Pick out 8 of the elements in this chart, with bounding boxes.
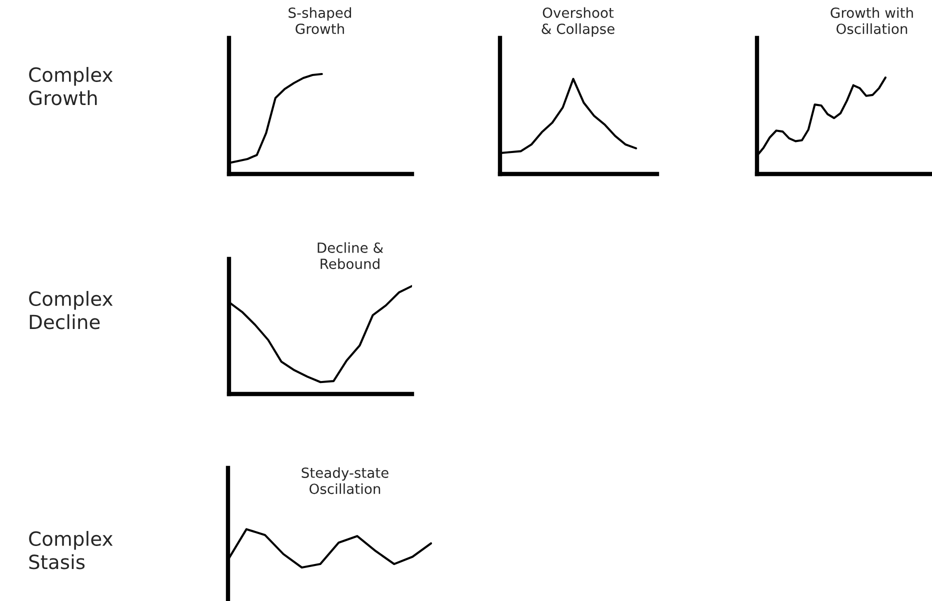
chart-title: Growth with Oscillation <box>830 7 913 34</box>
chart-title: S-shaped Growth <box>288 7 352 34</box>
text: Complex Stasis <box>29 530 113 570</box>
text: Complex Growth <box>29 66 113 106</box>
chart-title: Steady-state Oscillation <box>302 467 388 494</box>
text: Complex Decline <box>29 290 113 330</box>
chart-title: Decline & Rebound <box>318 242 384 270</box>
chart-title: Overshoot & Collapse <box>542 7 614 37</box>
